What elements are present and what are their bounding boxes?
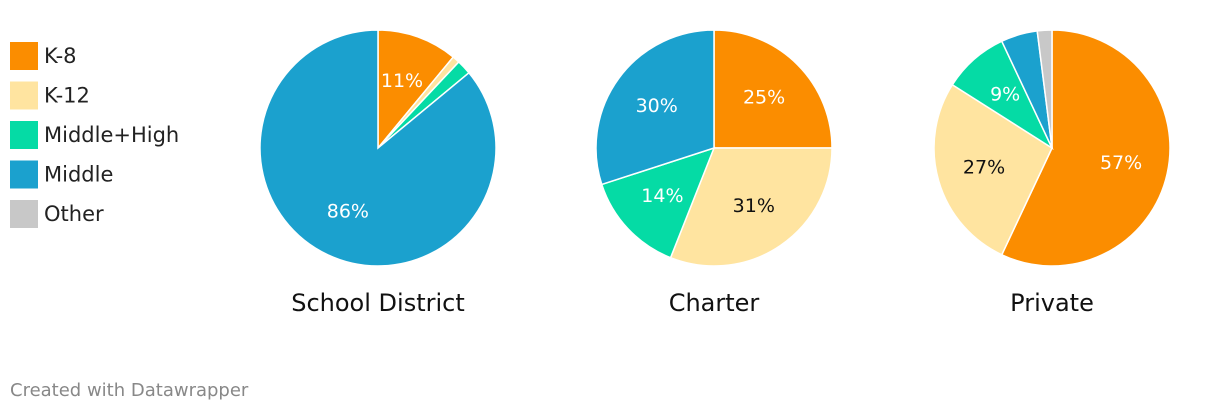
legend-swatch: [10, 160, 38, 189]
pie-title: Private: [1010, 289, 1094, 317]
legend-label: K-8: [44, 44, 77, 68]
legend-swatch: [10, 200, 38, 228]
data-label: 86%: [327, 201, 369, 223]
data-label: 27%: [963, 156, 1005, 178]
pie-slice: [259, 29, 497, 267]
pie-slice: [1000, 29, 1171, 267]
pie-title: School District: [291, 289, 465, 317]
data-label: 30%: [636, 95, 678, 117]
data-label: 25%: [743, 86, 785, 108]
pie-slice: [1036, 29, 1053, 149]
legend-label: Other: [44, 202, 104, 226]
data-label: 31%: [733, 195, 775, 217]
pie-slice: [669, 147, 833, 267]
footer: Created with Datawrapper: [10, 380, 249, 401]
data-label: 9%: [990, 83, 1020, 105]
legend-swatch: [10, 42, 38, 70]
legend-label: Middle+High: [44, 123, 179, 147]
legend-label: Middle: [44, 163, 113, 187]
data-label: 57%: [1100, 152, 1142, 174]
data-label: 11%: [381, 70, 423, 92]
pie-slice: [933, 83, 1053, 256]
pie-slice: [713, 29, 833, 149]
pie-slice: [377, 29, 455, 151]
data-label: 14%: [641, 185, 683, 207]
legend-label: K-12: [44, 84, 90, 108]
legend-swatch: [10, 121, 38, 149]
pie-slice: [595, 29, 715, 186]
pie-title: Charter: [669, 289, 760, 317]
legend-swatch: [10, 81, 38, 110]
